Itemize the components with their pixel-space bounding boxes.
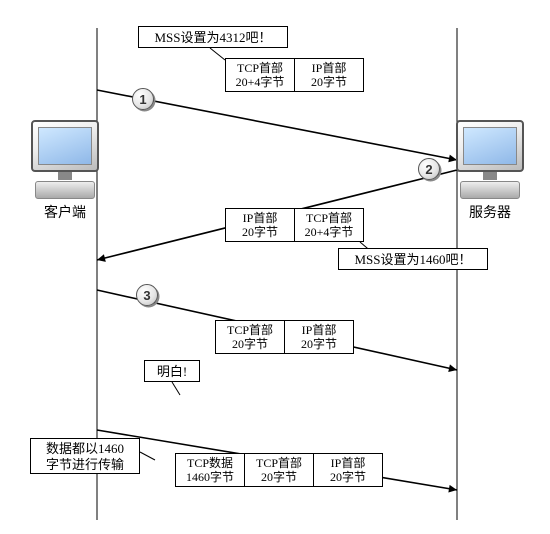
server-label: 服务器	[460, 202, 520, 222]
speech-final-l1: 数据都以1460	[46, 441, 124, 456]
packet-p4-cell-0: TCP数据1460字节	[175, 453, 245, 487]
packet-p1-cell-0: TCP首部20+4字节	[225, 58, 295, 92]
speech-final-l2: 字节进行传输	[46, 457, 124, 472]
packet-p2-cell-1: TCP首部20+4字节	[294, 208, 364, 242]
speech-mss-client: MSS设置为4312吧！	[138, 26, 288, 48]
step-badge-1: 1	[132, 88, 154, 110]
packet-p3-cell-1: IP首部20字节	[284, 320, 354, 354]
packet-p1-cell-1: IP首部20字节	[294, 58, 364, 92]
step-badge-2: 2	[418, 158, 440, 180]
step-badge-3: 3	[136, 284, 158, 306]
packet-p3-cell-0: TCP首部20字节	[215, 320, 285, 354]
packet-p4-cell-2: IP首部20字节	[313, 453, 383, 487]
client-computer	[30, 120, 100, 199]
speech-ack: 明白!	[144, 360, 200, 382]
speech-final: 数据都以1460 字节进行传输	[30, 438, 140, 474]
packet-p2-cell-0: IP首部20字节	[225, 208, 295, 242]
server-computer	[455, 120, 525, 199]
client-label: 客户端	[35, 202, 95, 222]
packet-p4-cell-1: TCP首部20字节	[244, 453, 314, 487]
speech-mss-server: MSS设置为1460吧！	[338, 248, 488, 270]
